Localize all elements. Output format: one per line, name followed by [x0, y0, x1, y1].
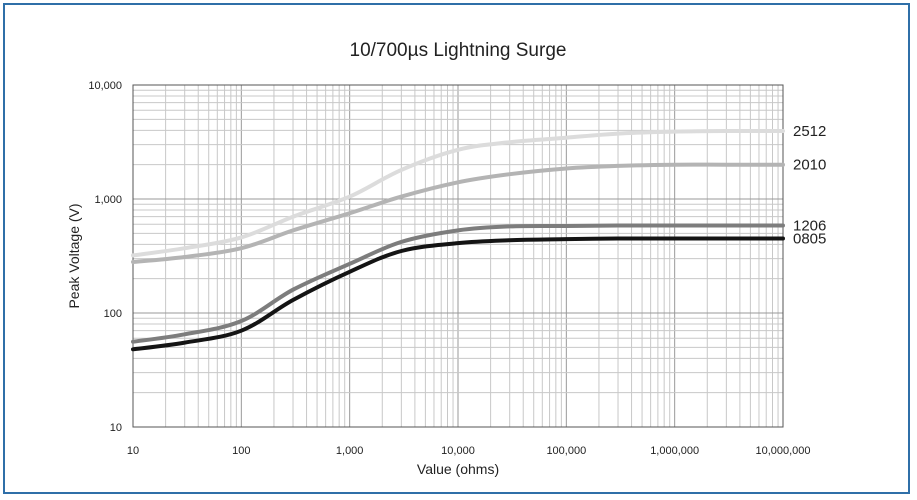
x-tick-label: 100 — [232, 445, 250, 457]
x-tick-label: 100,000 — [546, 445, 586, 457]
y-axis-label: Peak Voltage (V) — [66, 203, 82, 308]
series-label-0805: 0805 — [793, 231, 826, 248]
series-line-1206 — [131, 223, 785, 344]
x-tick-label: 10,000,000 — [755, 445, 810, 457]
grid — [132, 85, 783, 428]
series-label-2010: 2010 — [793, 157, 826, 174]
series-lines — [131, 128, 785, 352]
x-tick-label: 1,000 — [336, 445, 364, 457]
series-line-2010 — [131, 162, 785, 264]
x-tick-label: 10 — [127, 445, 139, 457]
labels: 10 100 1,000 10,000 100,000 1,000,000 10,000,0… — [88, 80, 826, 457]
x-tick-label: 1,000,000 — [650, 445, 699, 457]
series-label-2512: 2512 — [793, 123, 826, 140]
series-line-0805 — [131, 236, 785, 352]
y-tick-label: 1,000 — [94, 194, 122, 206]
series-label-1206: 1206 — [793, 218, 826, 235]
series-line-2512 — [131, 128, 785, 258]
chart-title: 10/700µs Lightning Surge — [350, 40, 567, 61]
x-axis-label: Value (ohms) — [417, 461, 499, 477]
x-tick-label: 10,000 — [441, 445, 475, 457]
y-tick-label: 100 — [104, 308, 122, 320]
y-tick-label: 10 — [110, 422, 122, 434]
y-tick-label: 10,000 — [88, 80, 122, 92]
